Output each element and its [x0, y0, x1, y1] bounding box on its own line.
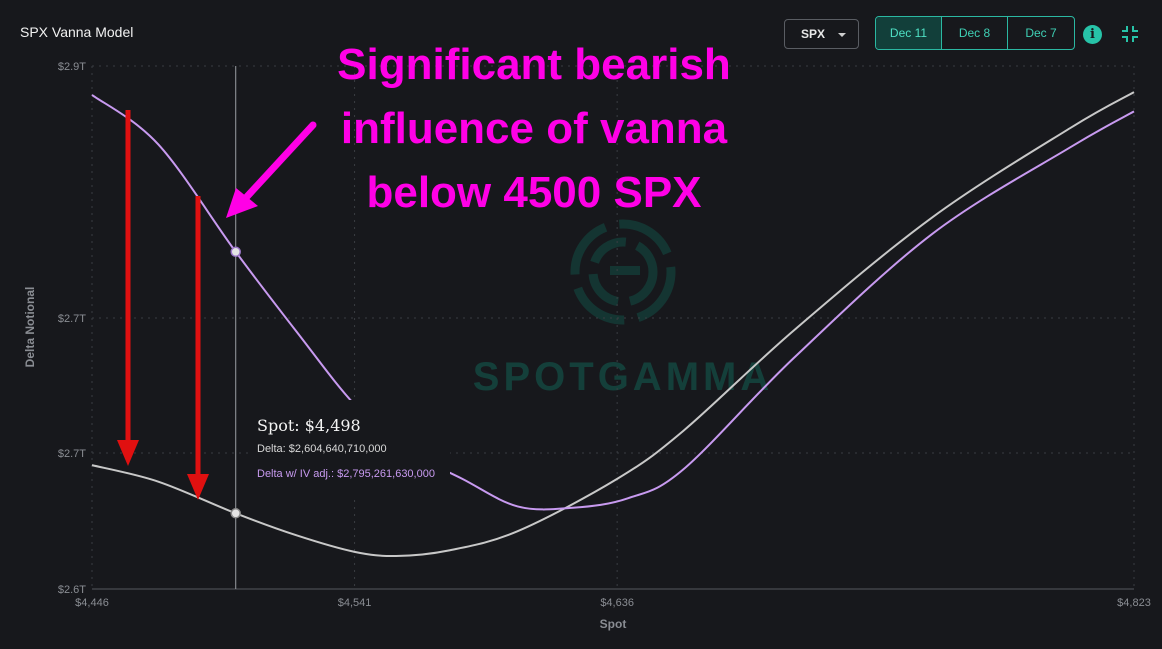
watermark-text: SPOTGAMMA: [473, 355, 773, 399]
y-axis-title: Delta Notional: [23, 287, 37, 368]
delta-adj-series-line: [91, 94, 1135, 511]
y-tick-label: $2.9T: [58, 61, 86, 73]
tooltip: Spot: $4,498 Delta: $2,604,640,710,000 D…: [250, 400, 450, 495]
gridlines: [91, 65, 1135, 590]
annotation-line-3: below 4500 SPX: [366, 168, 701, 217]
date-tabs: Dec 11 Dec 8 Dec 7: [875, 16, 1075, 50]
annotation-line-2: influence of vanna: [341, 104, 728, 153]
delta-hover-point: [230, 508, 241, 519]
x-axis: $4,446 $4,541 $4,636 $4,823: [75, 597, 1151, 609]
tooltip-title: Spot: $4,498: [257, 416, 361, 435]
collapse-icon[interactable]: [1121, 25, 1139, 43]
annotation-text: Significant bearish influence of vanna b…: [337, 40, 731, 217]
red-down-arrow-icon: [117, 110, 139, 466]
red-down-arrow-icon: [187, 196, 209, 500]
x-tick-label: $4,541: [338, 597, 372, 609]
y-axis: $2.9T $2.7T $2.7T $2.6T: [58, 61, 86, 596]
tooltip-delta: Delta: $2,604,640,710,000: [257, 443, 387, 455]
x-tick-label: $4,823: [1117, 597, 1151, 609]
chart-title: SPX Vanna Model: [20, 24, 134, 40]
x-tick-label: $4,446: [75, 597, 109, 609]
tab-dec-7[interactable]: Dec 7: [1025, 26, 1057, 40]
y-tick-label: $2.6T: [58, 584, 86, 596]
y-tick-label: $2.7T: [58, 448, 86, 460]
watermark-logo-icon: [570, 219, 676, 325]
x-axis-title: Spot: [600, 617, 627, 631]
symbol-select[interactable]: SPX: [784, 19, 859, 49]
annotation-line-1: Significant bearish: [337, 40, 731, 89]
annotation-arrow-icon: [226, 121, 317, 218]
delta-series-line: [91, 91, 1135, 557]
y-tick-label: $2.7T: [58, 313, 86, 325]
tab-dec-8[interactable]: Dec 8: [942, 17, 1008, 49]
tooltip-delta-adj: Delta w/ IV adj.: $2,795,261,630,000: [257, 468, 435, 480]
tab-dec-11[interactable]: Dec 11: [876, 17, 942, 49]
delta-adj-hover-point: [230, 246, 241, 258]
symbol-select-value: SPX: [801, 27, 826, 41]
chevron-down-icon: [838, 33, 846, 37]
info-icon[interactable]: i: [1083, 25, 1102, 44]
x-tick-label: $4,636: [600, 597, 634, 609]
